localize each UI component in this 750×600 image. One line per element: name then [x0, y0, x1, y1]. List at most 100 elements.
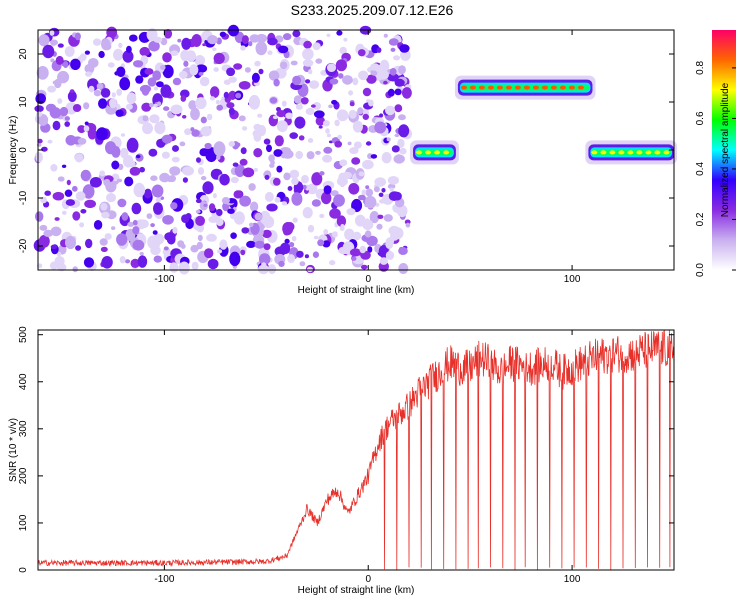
noise-blob [312, 102, 321, 110]
noise-blob [248, 183, 256, 191]
band-peak [469, 85, 476, 90]
noise-blob [230, 232, 237, 239]
noise-blob [133, 60, 144, 68]
noise-blob [258, 68, 264, 75]
noise-blob [292, 29, 301, 38]
noise-blob [259, 253, 271, 265]
noise-blob [263, 138, 271, 145]
noise-blob [49, 107, 62, 119]
noise-blob [289, 169, 300, 179]
noise-blob [305, 107, 315, 115]
noise-blob [213, 141, 226, 157]
noise-blob [322, 154, 333, 163]
noise-blob [57, 43, 64, 48]
noise-blob [84, 50, 90, 55]
x-tick-label: -100 [154, 574, 174, 585]
noise-blob [88, 58, 99, 68]
noise-blob [37, 138, 43, 144]
noise-blob [302, 207, 313, 219]
noise-blob [82, 184, 95, 199]
noise-blob [100, 202, 108, 211]
band-peak [505, 85, 512, 90]
noise-blob [295, 104, 303, 110]
noise-blob [358, 171, 365, 177]
noise-blob [38, 234, 50, 248]
noise-blob [294, 116, 306, 129]
noise-blob [389, 187, 394, 192]
y-tick-label: 500 [18, 326, 29, 343]
noise-blob [285, 222, 295, 232]
band-peak [532, 85, 539, 90]
noise-blob [336, 215, 347, 227]
noise-blob [88, 85, 95, 93]
noise-blob [135, 154, 141, 159]
spectrogram-ylabel: Frequency (Hz) [8, 116, 19, 185]
noise-blob [342, 75, 353, 85]
noise-blob [200, 126, 212, 137]
noise-blob [215, 99, 220, 105]
noise-blob [273, 78, 280, 87]
noise-blob [80, 169, 92, 182]
noise-blob [144, 68, 154, 75]
band-peak [478, 85, 485, 90]
noise-blob [239, 195, 252, 207]
noise-blob [268, 70, 280, 81]
noise-blob [96, 83, 104, 90]
noise-blob [292, 75, 302, 86]
noise-blob [303, 40, 312, 49]
band-peak [568, 85, 575, 90]
noise-blob [163, 29, 173, 39]
noise-blob [291, 192, 303, 206]
noise-blob [190, 107, 200, 121]
noise-blob [67, 90, 77, 102]
snr-panel: -100 0 100 0 100 200 300 400 500 Height of stra… [8, 326, 675, 596]
noise-blob [75, 245, 82, 251]
noise-blob [357, 107, 364, 115]
snr-y-ticks: 0 100 200 300 400 500 [18, 326, 674, 573]
noise-blob [195, 198, 202, 204]
noise-blob [293, 95, 303, 104]
noise-blob [319, 171, 325, 176]
noise-blob [318, 125, 323, 129]
noise-blob [34, 105, 44, 113]
noise-blob [161, 134, 173, 144]
noise-blob [43, 229, 53, 237]
noise-blob [84, 199, 96, 209]
noise-blob [312, 42, 321, 51]
noise-blob [132, 226, 140, 235]
noise-blob [353, 141, 362, 149]
noise-blob [153, 255, 162, 263]
noise-blob [219, 239, 228, 250]
noise-blob [202, 43, 207, 47]
noise-blob [169, 166, 181, 176]
noise-blob [377, 214, 384, 219]
noise-blob [249, 201, 259, 212]
noise-blob [370, 154, 378, 159]
noise-blob [346, 208, 356, 216]
noise-blob [106, 210, 117, 220]
noise-blob [99, 170, 106, 177]
noise-blob [77, 137, 87, 145]
noise-blob [101, 38, 111, 51]
noise-blob [266, 144, 272, 153]
noise-blob [124, 176, 134, 187]
noise-blob [127, 221, 135, 227]
noise-blob [228, 107, 235, 116]
noise-blob [253, 148, 263, 158]
noise-blob [398, 246, 404, 253]
noise-blob [289, 132, 299, 140]
noise-blob [166, 233, 176, 245]
noise-blob [276, 165, 283, 173]
spectrogram-xlabel: Height of straight line (km) [298, 285, 415, 296]
noise-blob [70, 58, 81, 70]
noise-blob [208, 216, 219, 223]
noise-blob [307, 138, 314, 143]
noise-blob [182, 177, 188, 183]
noise-blob [206, 233, 217, 242]
noise-blob [263, 215, 275, 229]
noise-blob [121, 212, 129, 221]
noise-blob [196, 157, 201, 163]
noise-blob [348, 109, 357, 119]
noise-blob [212, 47, 217, 51]
noise-blob [311, 172, 323, 186]
